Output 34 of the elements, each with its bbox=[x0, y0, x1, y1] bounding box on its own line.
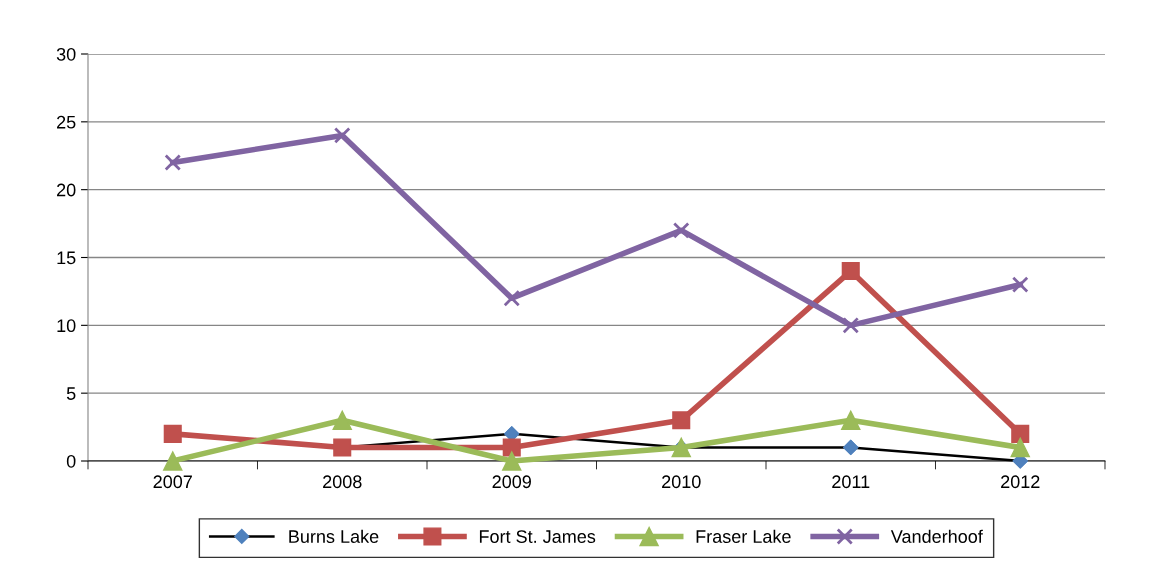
point bbox=[332, 410, 352, 431]
y-tick-label: 20 bbox=[57, 183, 76, 197]
legend-label: Vanderhoof bbox=[890, 529, 983, 543]
point bbox=[502, 438, 521, 457]
point bbox=[672, 222, 690, 239]
point bbox=[841, 410, 861, 431]
y-tick-label: 30 bbox=[56, 47, 76, 61]
legend-label: Burns Lake bbox=[289, 529, 379, 543]
y-tick-label: 25 bbox=[57, 115, 76, 129]
x-tick-label: 2010 bbox=[662, 475, 701, 489]
point bbox=[841, 262, 860, 281]
legend-label: Fort St. James bbox=[479, 530, 596, 543]
x-tick-label: 2007 bbox=[153, 475, 192, 489]
x-tick-label: 2011 bbox=[832, 475, 870, 489]
point bbox=[502, 451, 522, 471]
y-tick-label: 10 bbox=[57, 319, 76, 333]
point bbox=[164, 154, 182, 171]
point bbox=[163, 451, 183, 471]
point bbox=[1010, 437, 1030, 458]
x-tick-label: 2009 bbox=[492, 475, 531, 489]
x-tick-label: 2008 bbox=[323, 475, 362, 489]
y-tick-label: 15 bbox=[57, 251, 76, 265]
point bbox=[672, 411, 691, 430]
x-tick-label: 2012 bbox=[1001, 475, 1040, 489]
point bbox=[503, 289, 521, 307]
point bbox=[163, 424, 182, 443]
point bbox=[333, 127, 351, 144]
legend-label: Fraser Lake bbox=[696, 529, 791, 543]
point bbox=[842, 317, 860, 334]
point bbox=[1011, 424, 1030, 443]
y-tick-label: 0 bbox=[66, 454, 76, 468]
point bbox=[843, 439, 859, 456]
point bbox=[1011, 276, 1029, 293]
y-tick-label: 5 bbox=[66, 387, 76, 400]
